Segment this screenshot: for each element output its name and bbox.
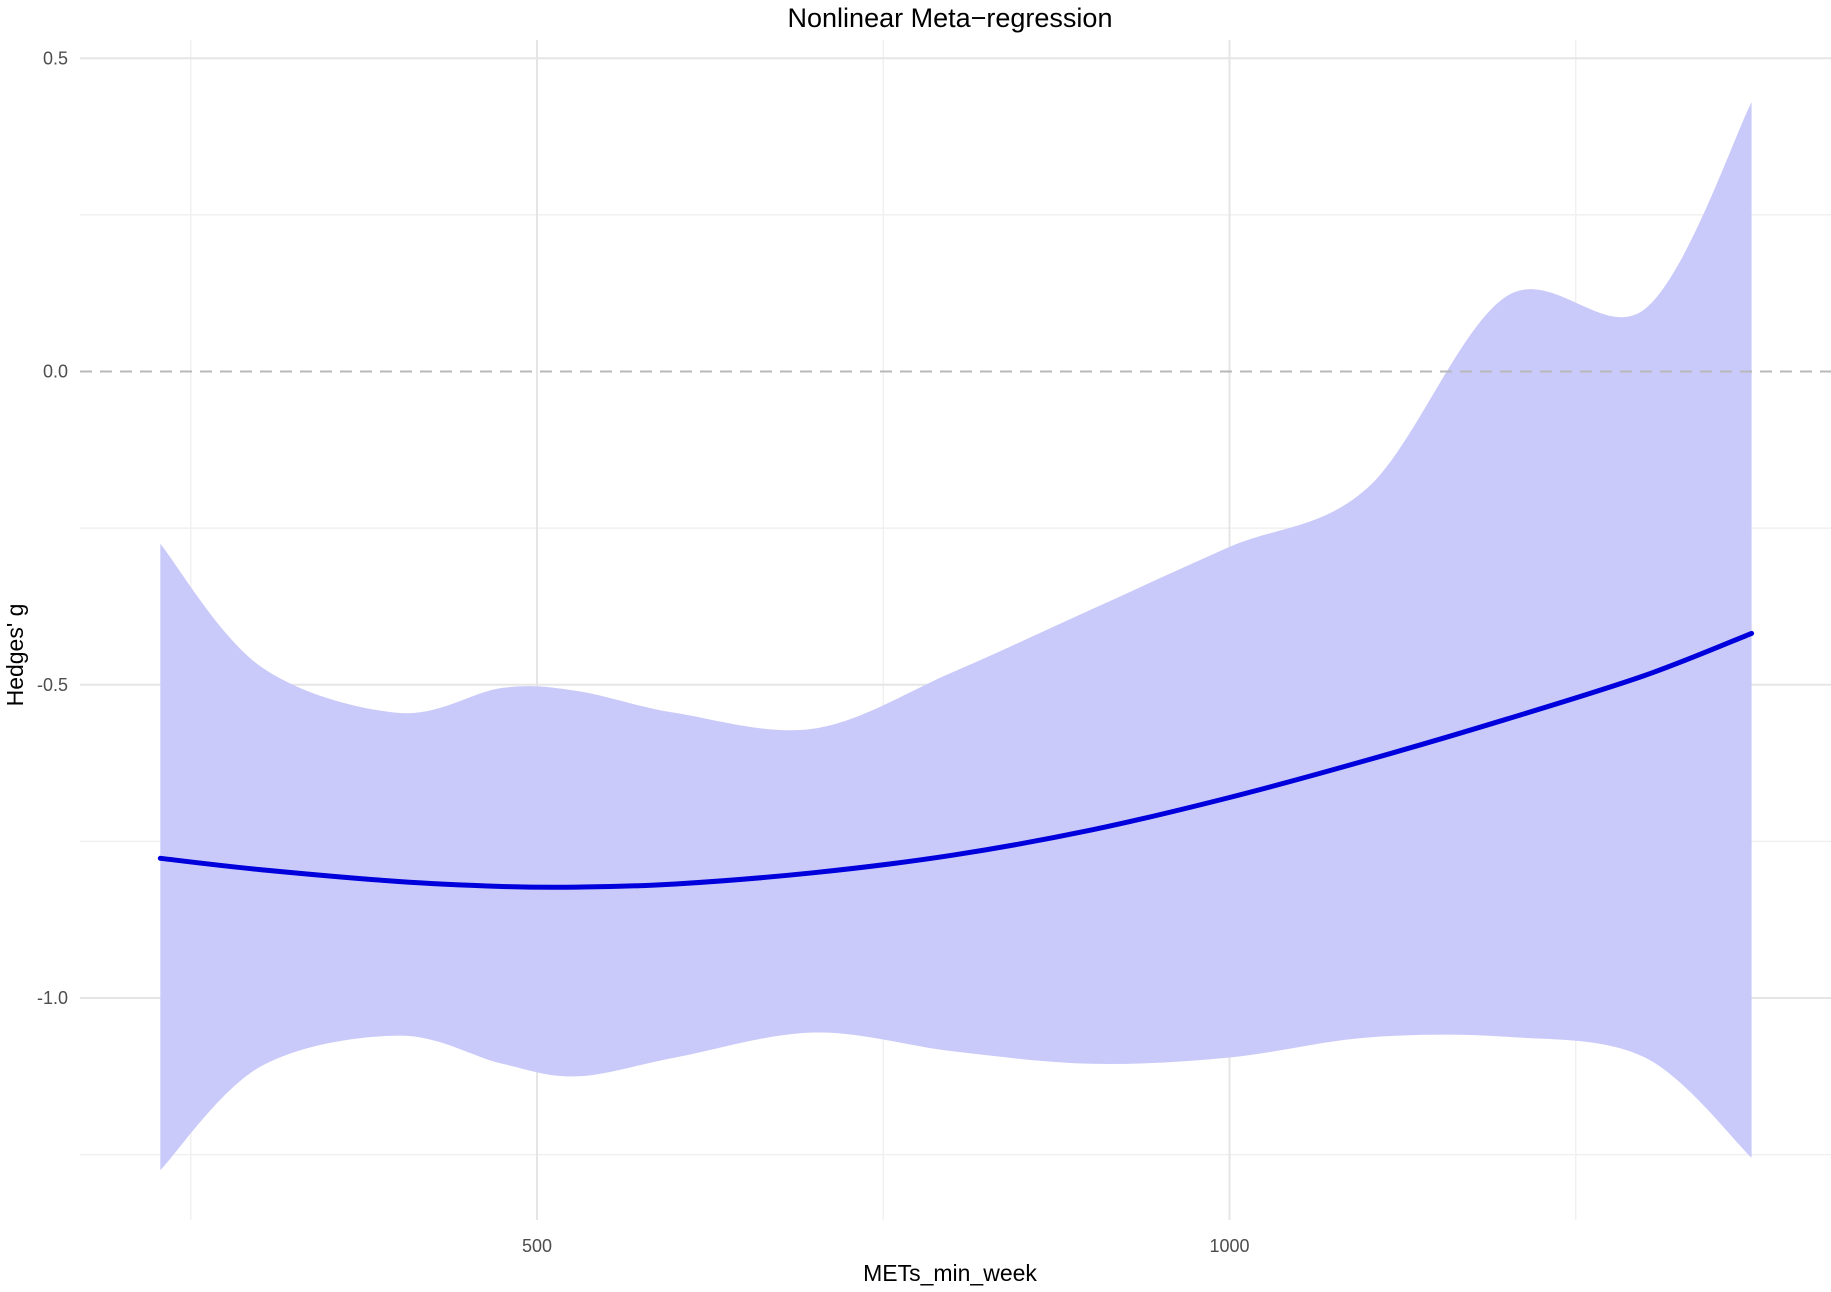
y-tick-label: -0.5 [37,675,68,695]
confidence-band [160,102,1752,1171]
x-axis-title: METs_min_week [863,1260,1037,1286]
fit-line [157,630,1755,890]
chart-title: Nonlinear Meta−regression [788,3,1113,33]
x-tick-label: 500 [522,1236,552,1256]
y-tick-label: 0.0 [43,362,68,382]
tick-labels: 0.5 0.0 -0.5 -1.0 500 1000 [37,48,1250,1256]
y-axis-title: Hedges' g [2,604,28,707]
confidence-band-layer [160,102,1752,1171]
y-tick-label: 0.5 [43,48,68,68]
y-tick-label: -1.0 [37,988,68,1008]
x-tick-label: 1000 [1209,1236,1249,1256]
fit-line-layer [157,630,1755,890]
